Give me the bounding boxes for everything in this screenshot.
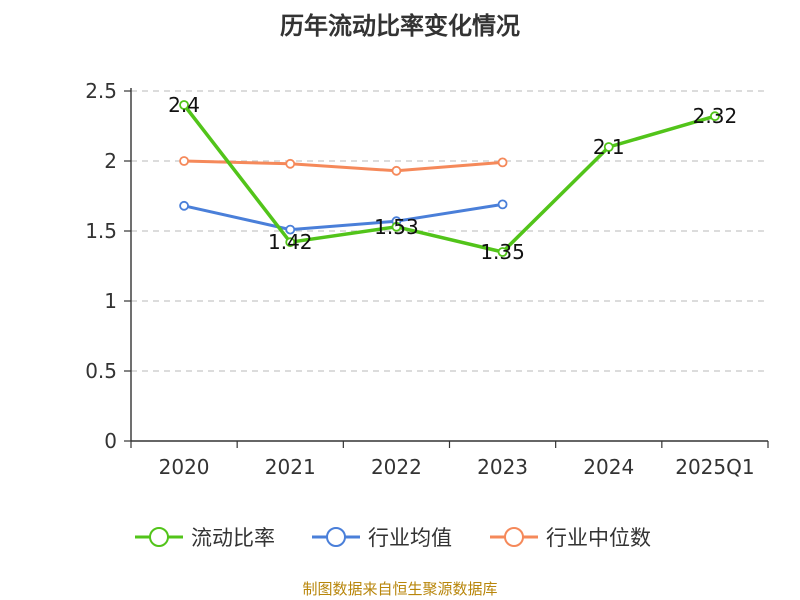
y-tick-label: 1 xyxy=(104,289,117,313)
data-label: 1.35 xyxy=(480,240,525,264)
legend-item[interactable]: 行业中位数 xyxy=(490,526,651,550)
axes: 0 0.5 1 1.5 2 2.5 2020 2021 2022 2023 2024 2025Q1 xyxy=(85,79,769,479)
series-line-0 xyxy=(182,103,716,254)
legend-item[interactable]: 流动比率 xyxy=(135,526,275,550)
legend-item[interactable]: 行业均值 xyxy=(312,526,452,550)
legend-marker xyxy=(149,527,169,547)
gridlines xyxy=(131,90,768,372)
x-tick-label: 2023 xyxy=(477,455,528,479)
data-label: 1.42 xyxy=(268,230,313,254)
data-point xyxy=(285,224,296,235)
data-point xyxy=(179,200,189,211)
legend-marker xyxy=(326,527,346,547)
x-tick-label: 2022 xyxy=(371,455,422,479)
chart-title: 历年流动比率变化情况 xyxy=(280,12,520,40)
data-point xyxy=(497,157,508,168)
data-point xyxy=(179,156,189,166)
series-group xyxy=(179,100,720,257)
x-tick-label: 2020 xyxy=(159,455,210,479)
series-line-2 xyxy=(184,159,503,173)
legend-marker xyxy=(504,527,524,547)
data-point xyxy=(285,158,296,169)
data-labels: 2.4 1.42 1.53 1.35 2.1 2.32 xyxy=(168,93,737,264)
data-label: 2.1 xyxy=(593,135,625,159)
legend-label: 流动比率 xyxy=(191,526,275,550)
y-tick-label: 2 xyxy=(104,149,117,173)
data-point xyxy=(710,111,720,122)
data-point xyxy=(497,199,508,210)
x-tick-label: 2021 xyxy=(265,455,316,479)
legend: 流动比率 行业均值 行业中位数 xyxy=(135,526,651,550)
x-tick-label: 2024 xyxy=(583,455,634,479)
legend-label: 行业均值 xyxy=(368,526,452,550)
y-tick-label: 1.5 xyxy=(85,219,117,243)
x-tick-label: 2025Q1 xyxy=(675,455,754,479)
y-tick-label: 0 xyxy=(104,429,117,453)
data-point xyxy=(179,100,189,110)
source-note: 制图数据来自恒生聚源数据库 xyxy=(302,580,498,598)
data-point xyxy=(285,237,296,248)
data-label: 1.53 xyxy=(374,215,419,239)
data-point xyxy=(391,221,402,232)
y-tick-label: 2.5 xyxy=(85,79,117,103)
y-tick-label: 0.5 xyxy=(85,359,117,383)
data-label: 2.4 xyxy=(168,93,200,117)
data-label: 2.32 xyxy=(693,104,738,128)
data-point xyxy=(391,165,402,176)
legend-label: 行业中位数 xyxy=(546,526,651,550)
series-line-1 xyxy=(183,202,503,232)
data-point xyxy=(497,247,508,257)
data-point xyxy=(603,142,614,152)
